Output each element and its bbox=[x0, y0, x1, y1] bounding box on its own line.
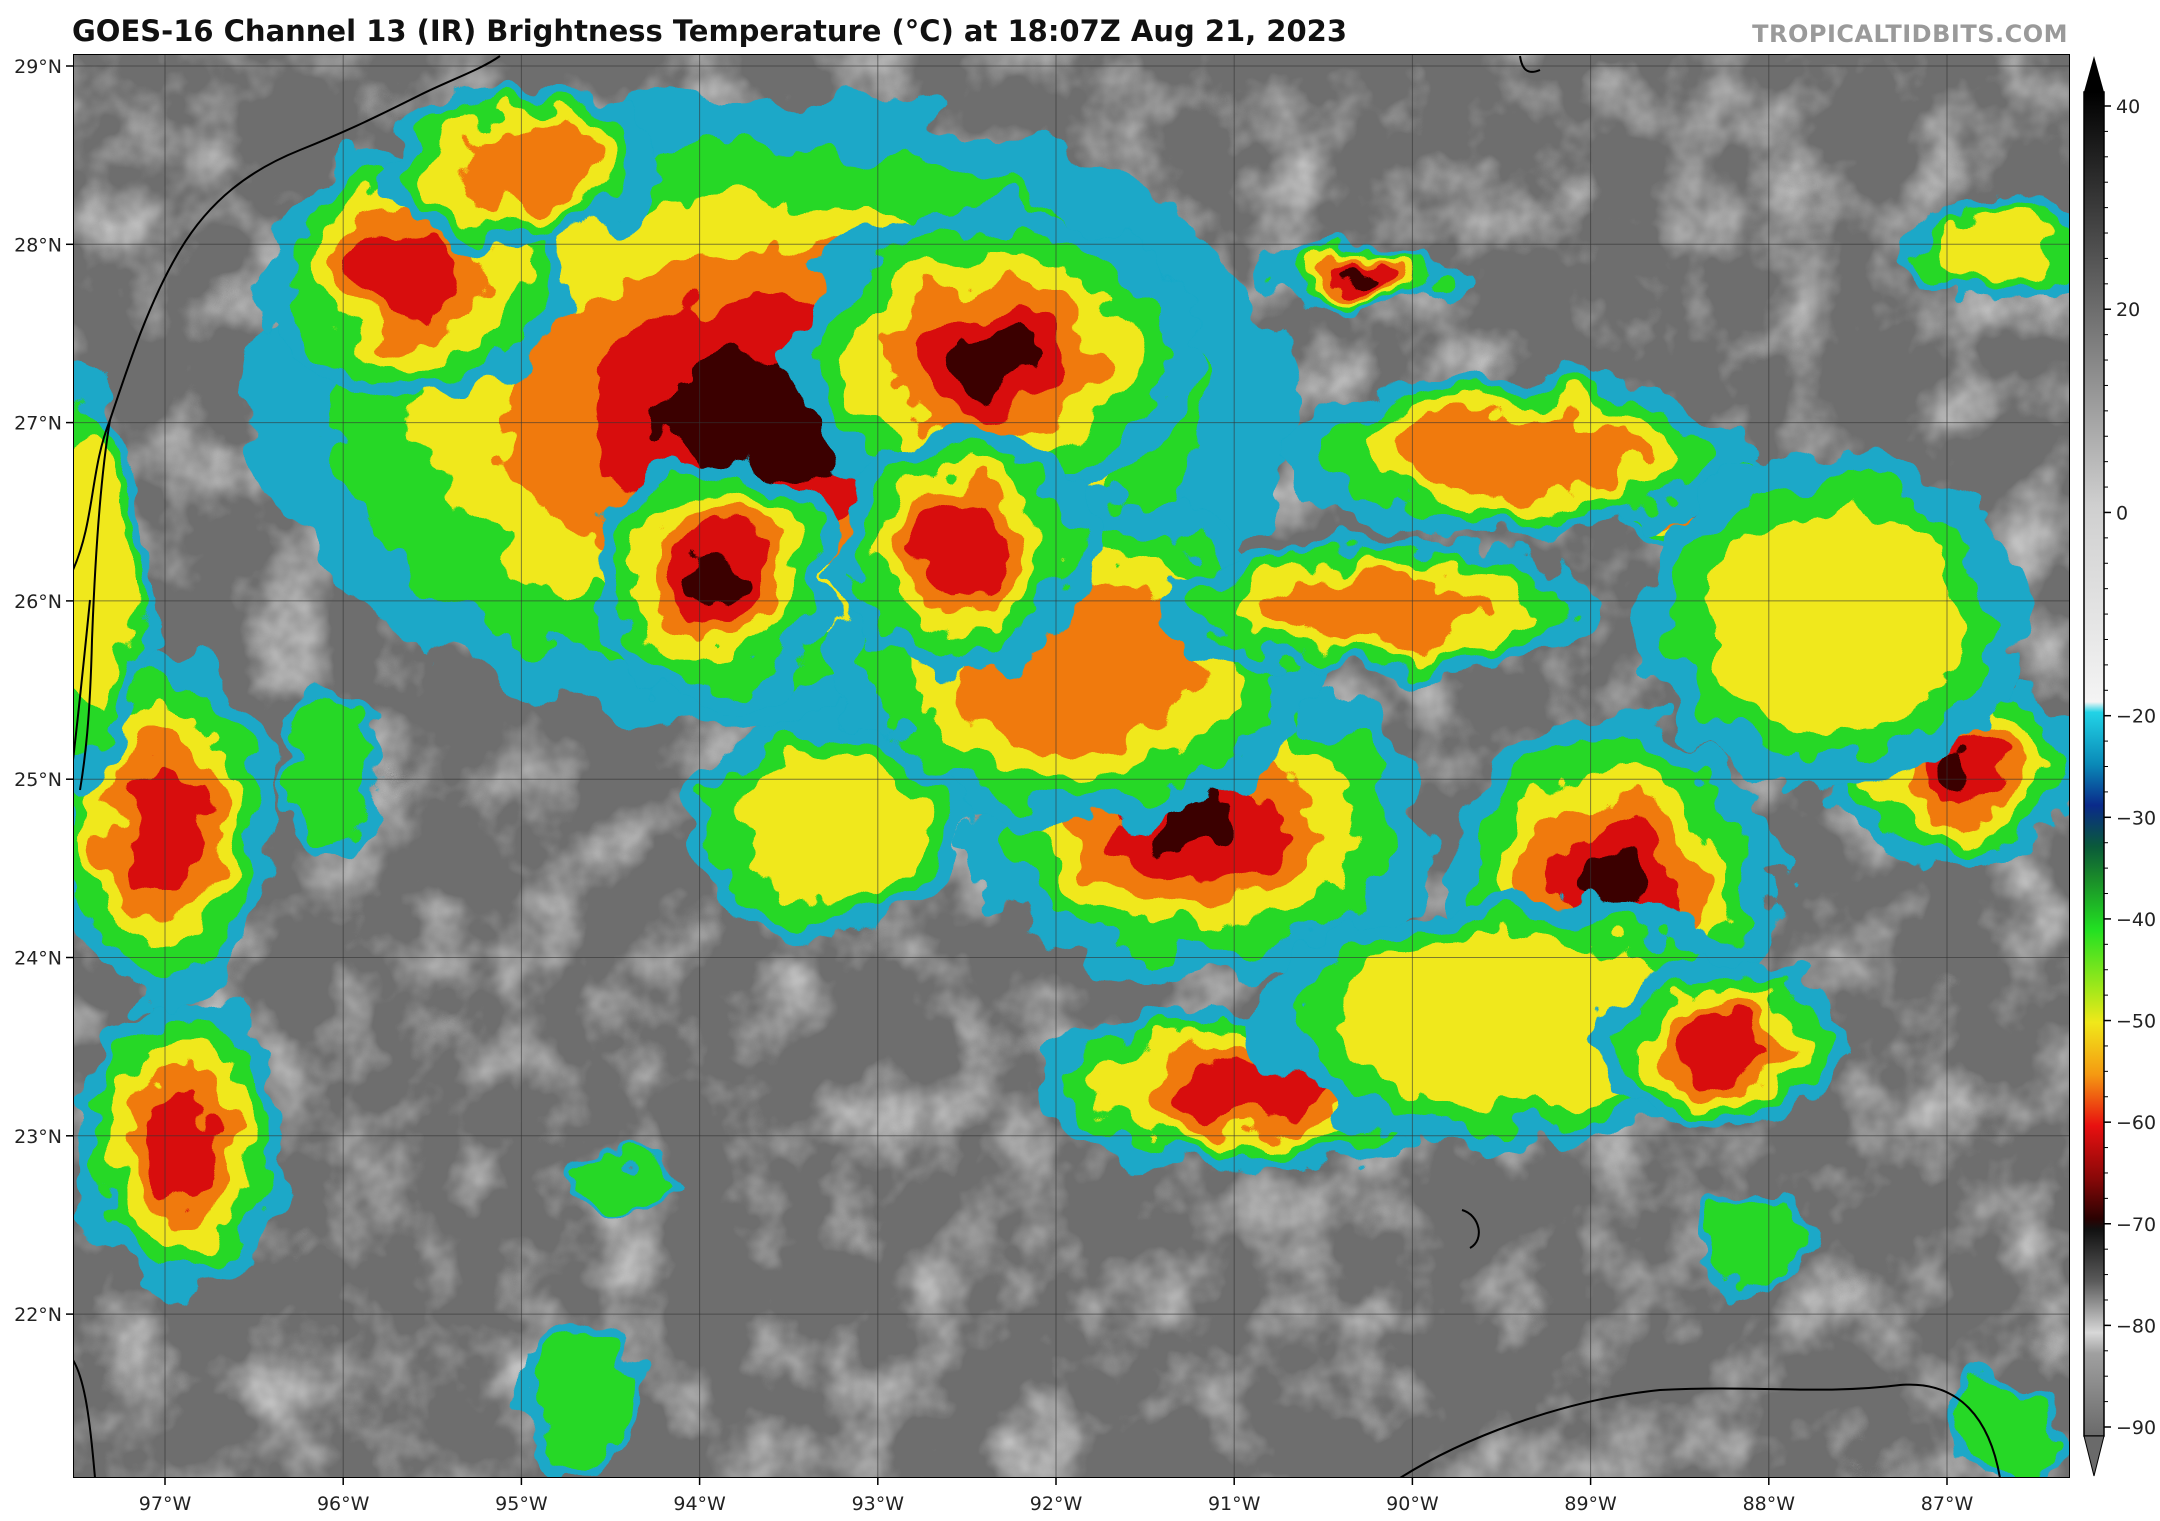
map-title: GOES-16 Channel 13 (IR) Brightness Tempe… bbox=[72, 14, 1348, 48]
cloud-top-contour bbox=[1579, 848, 1646, 915]
colorbar-tick-label: −80 bbox=[2116, 1315, 2156, 1337]
colorbar-tick-label: −20 bbox=[2116, 706, 2156, 728]
cloud-top-contour bbox=[1165, 1058, 1315, 1119]
lat-label: 25°N bbox=[14, 769, 62, 791]
cloud-top-contour bbox=[451, 122, 596, 209]
lat-label: 23°N bbox=[14, 1126, 62, 1148]
lon-label: 92°W bbox=[1030, 1493, 1083, 1515]
watermark: TROPICALTIDBITS.COM bbox=[1752, 20, 2068, 48]
lat-label: 29°N bbox=[14, 56, 62, 78]
cloud-top-contour bbox=[1703, 1193, 1797, 1287]
lon-label: 93°W bbox=[852, 1493, 905, 1515]
colorbar-tick-label: −30 bbox=[2116, 807, 2156, 829]
cloud-top-contour bbox=[1677, 1017, 1768, 1078]
colorbar-tick-label: 40 bbox=[2116, 96, 2140, 118]
cloud-top-contour bbox=[1932, 210, 2064, 286]
cloud-top-contour bbox=[573, 1161, 667, 1209]
cloud-top-contour bbox=[733, 751, 921, 902]
lon-label: 89°W bbox=[1564, 1493, 1617, 1515]
cloud-top-contour bbox=[950, 327, 1034, 389]
latitude-labels: 29°N 28°N 27°N 26°N 25°N 24°N 23°N 22°N bbox=[14, 56, 73, 1326]
colorbar-tick-label: −40 bbox=[2116, 909, 2156, 931]
lat-label: 24°N bbox=[14, 948, 62, 970]
cloud-top-contour bbox=[284, 702, 378, 842]
colorbar-bar bbox=[2083, 91, 2105, 1437]
cloud-top-contour bbox=[1701, 507, 1964, 733]
colorbar-tick-label: 20 bbox=[2116, 299, 2140, 321]
coastlines bbox=[73, 55, 2001, 1478]
cloud-top-contour bbox=[1965, 1386, 2059, 1478]
cloud-top-contour bbox=[1263, 570, 1493, 643]
cloud-top-contour bbox=[1393, 411, 1638, 498]
cloud-top-contour bbox=[73, 438, 130, 720]
longitude-labels: 97°W 96°W 95°W 94°W 93°W 92°W 91°W 90°W 89°W 88°W… bbox=[139, 1478, 1974, 1515]
lon-label: 97°W bbox=[139, 1493, 192, 1515]
lat-label: 26°N bbox=[14, 591, 62, 613]
lon-label: 95°W bbox=[495, 1493, 548, 1515]
colorbar-bottom-arrow bbox=[2083, 1435, 2105, 1477]
lat-label: 27°N bbox=[14, 413, 62, 435]
cloud-top-contour bbox=[141, 1089, 217, 1199]
lon-label: 88°W bbox=[1743, 1493, 1796, 1515]
colorbar-tick-label: −60 bbox=[2116, 1112, 2156, 1134]
colorbar-tick-label: 0 bbox=[2116, 502, 2128, 524]
colorbar-tick-label: −90 bbox=[2116, 1417, 2156, 1439]
cloud-top-contour bbox=[919, 506, 1010, 596]
colorbar-top-arrow bbox=[2084, 56, 2104, 92]
lon-label: 91°W bbox=[1208, 1493, 1261, 1515]
colorbar-ticks: 40 20 0 −20 −30 −40 −50 −60 −70 −80 −90 bbox=[2104, 96, 2156, 1439]
colorbar-tick-label: −50 bbox=[2116, 1011, 2156, 1033]
lon-label: 90°W bbox=[1386, 1493, 1439, 1515]
colorbar: 40 20 0 −20 −30 −40 −50 −60 −70 −80 −90 bbox=[2083, 56, 2156, 1477]
cloud-top-contour bbox=[1931, 752, 1982, 791]
lat-label: 28°N bbox=[14, 234, 62, 256]
colorbar-tick-label: −70 bbox=[2116, 1214, 2156, 1236]
lon-label: 94°W bbox=[673, 1493, 726, 1515]
cloud-top-contour bbox=[532, 1322, 626, 1462]
cloud-top-contour bbox=[1344, 267, 1384, 284]
lon-label: 96°W bbox=[317, 1493, 370, 1515]
cloud-tops bbox=[73, 82, 2070, 1478]
cloud-top-contour bbox=[691, 553, 742, 604]
cloud-top-contour bbox=[358, 230, 468, 321]
lat-label: 22°N bbox=[14, 1304, 62, 1326]
gridlines bbox=[73, 54, 2070, 1478]
lon-label: 87°W bbox=[1921, 1493, 1974, 1515]
imagery-layer bbox=[73, 54, 2070, 1478]
